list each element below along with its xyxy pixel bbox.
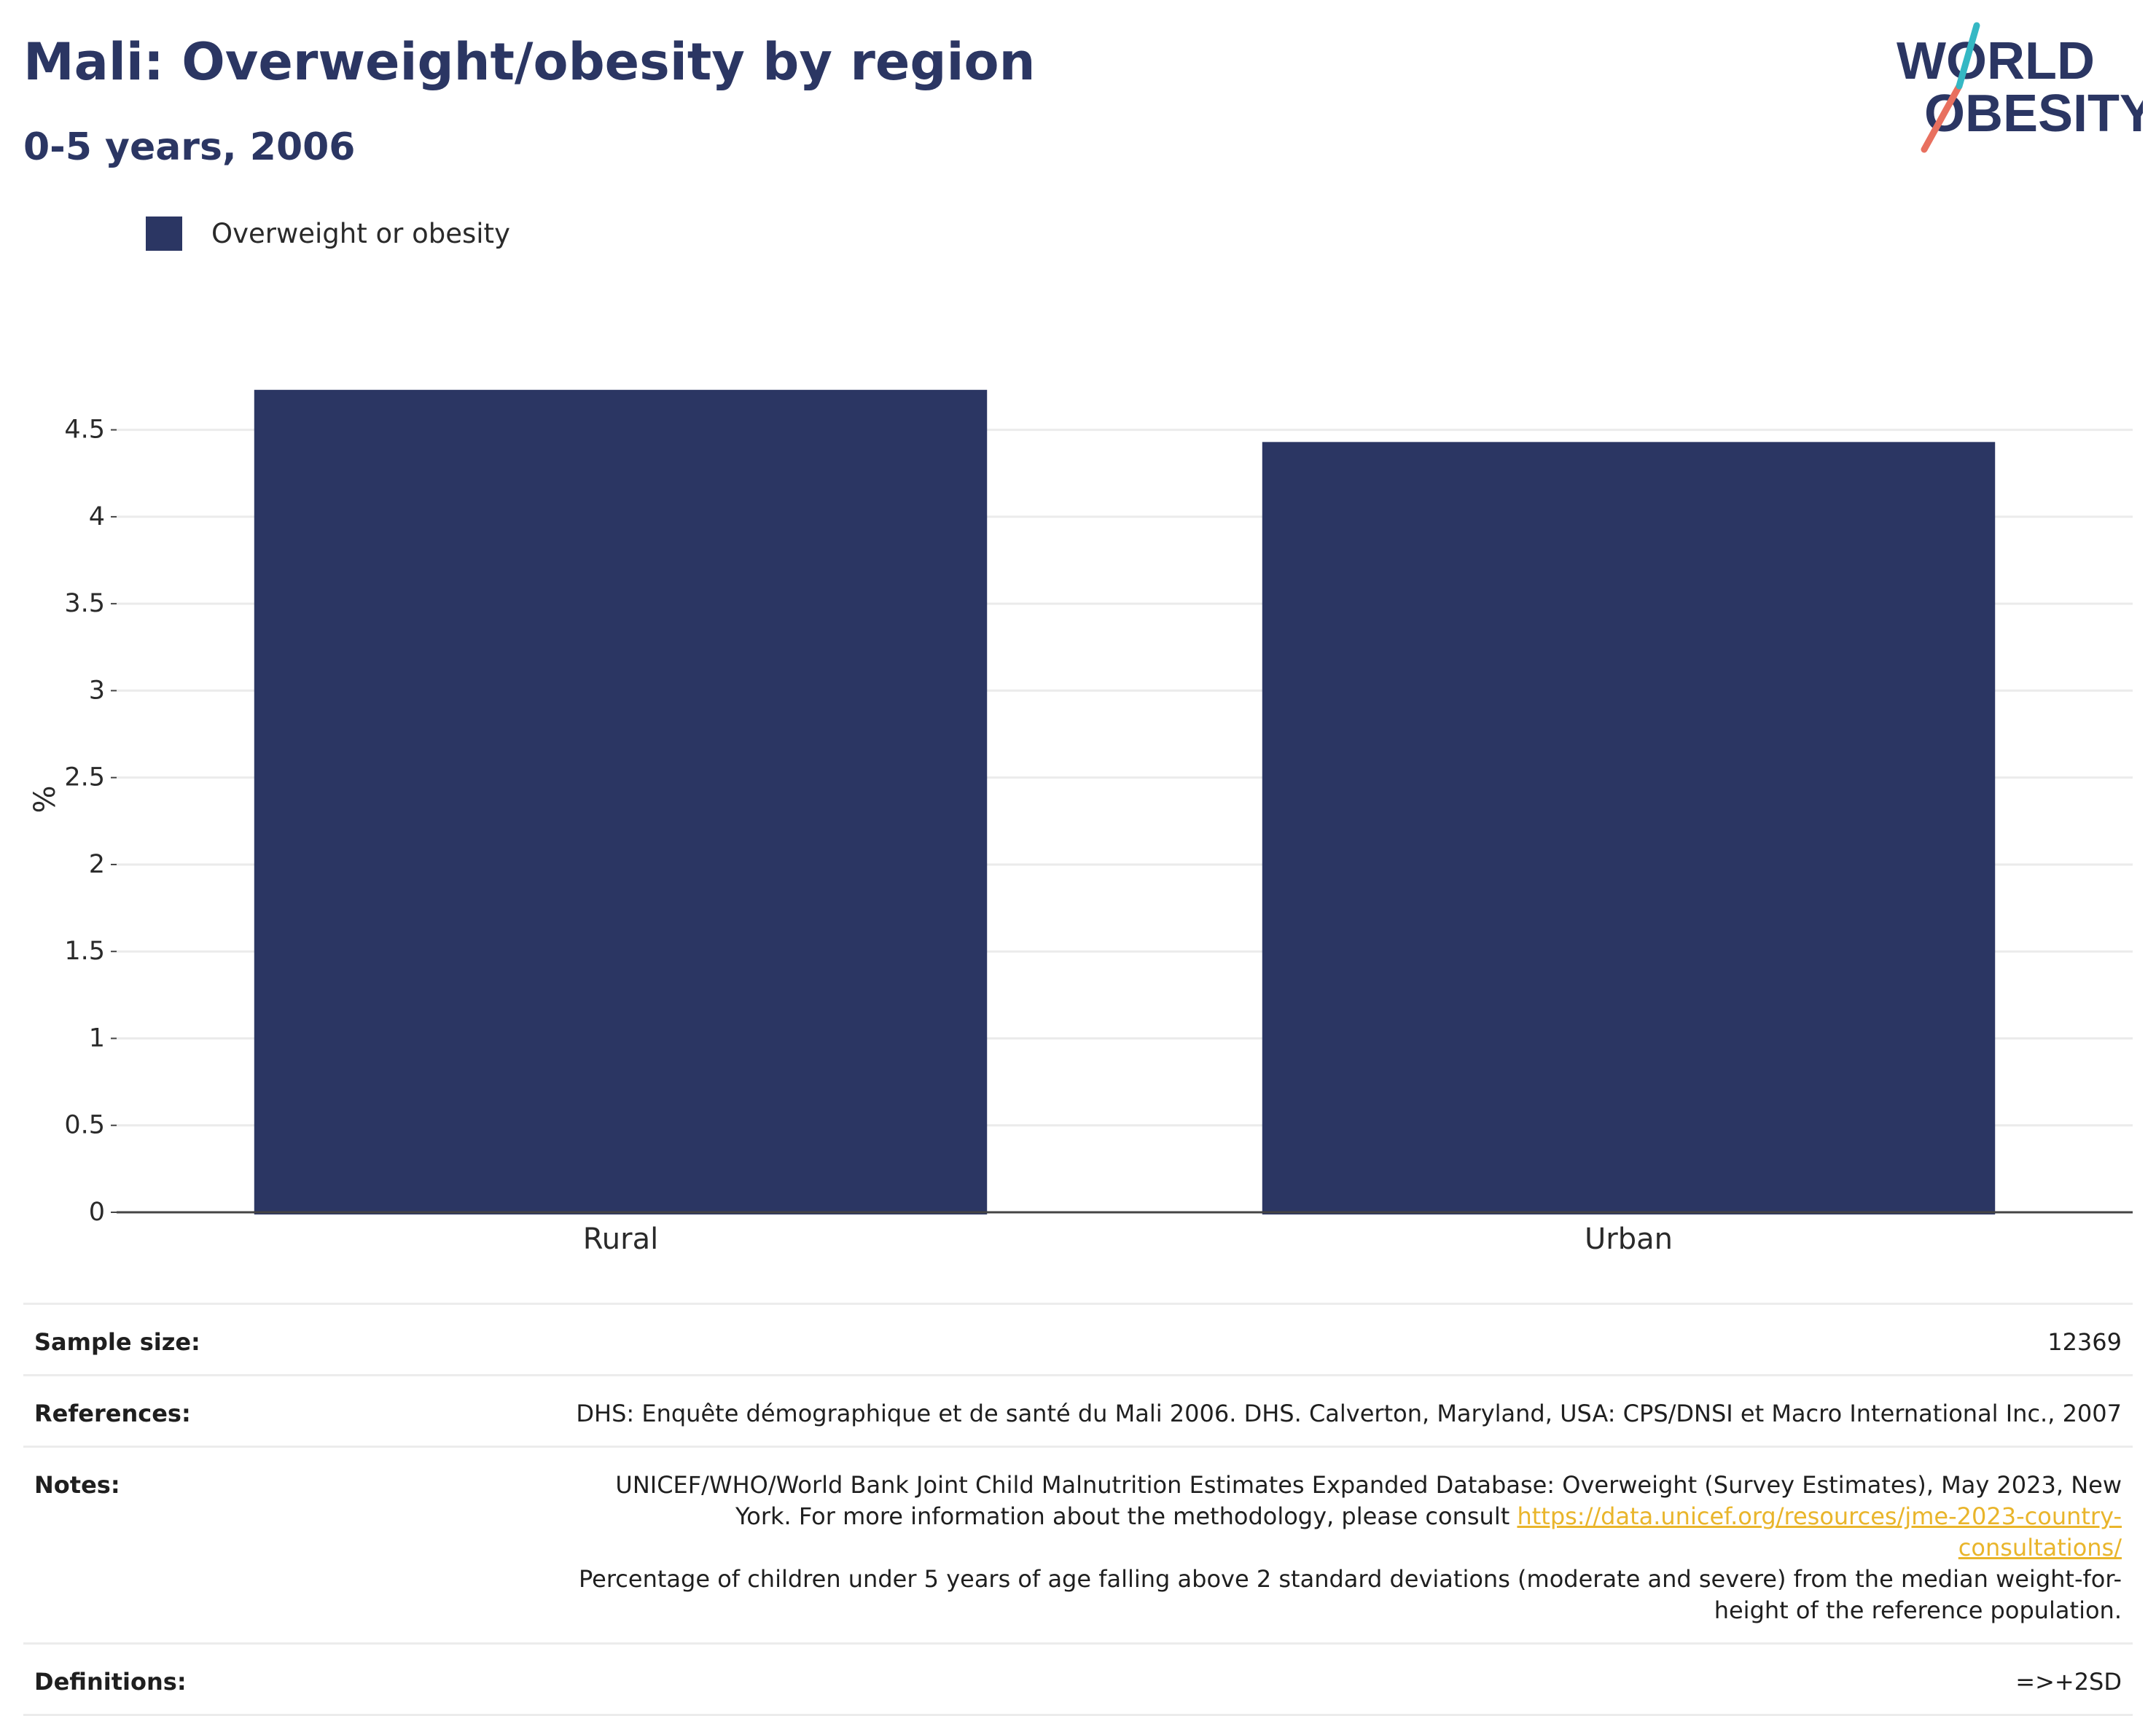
references-label: References: — [34, 1400, 191, 1427]
y-axis-title: % — [28, 785, 62, 813]
logo-slash-coral — [1921, 82, 1963, 153]
y-tick-label: 3 — [89, 676, 105, 705]
y-tick-label: 2.5 — [64, 763, 105, 792]
logo-slash-teal — [1956, 22, 1980, 90]
x-axis-ticks: Rural Urban — [583, 1222, 1673, 1256]
logo-line2: OBESITY — [1924, 85, 2143, 143]
legend: Overweight or obesity — [146, 217, 510, 251]
y-axis-ticks: 0 0.5 1 1.5 2 2.5 3 3.5 4 4.5 — [64, 416, 117, 1227]
logo-line1: WORLD — [1897, 32, 2095, 90]
y-tick-label: 4 — [89, 502, 105, 531]
page-title: Mali: Overweight/obesity by region — [23, 32, 1036, 92]
page-subtitle: 0-5 years, 2006 — [23, 125, 356, 169]
info-row-definitions: Definitions: =>+2SD — [23, 1642, 2133, 1716]
bar-chart: 0 0.5 1 1.5 2 2.5 3 3.5 4 4.5 Rural Urban % — [28, 389, 2133, 1256]
bar-urban — [1262, 442, 1996, 1215]
methodology-link[interactable]: https://data.unicef.org/resources/jme-20… — [1517, 1502, 2122, 1561]
y-tick-label: 2 — [89, 850, 105, 879]
sample-size-label: Sample size: — [34, 1328, 200, 1356]
definitions-label: Definitions: — [34, 1668, 187, 1696]
bar-rural — [254, 389, 988, 1214]
references-value: DHS: Enquête démographique et de santé d… — [576, 1400, 2122, 1427]
bars — [254, 389, 1996, 1215]
notes-value: UNICEF/WHO/World Bank Joint Child Malnut… — [577, 1470, 2122, 1626]
sample-size-value: 12369 — [2047, 1328, 2122, 1356]
notes-label: Notes: — [34, 1471, 120, 1499]
definitions-value: =>+2SD — [2015, 1668, 2122, 1696]
y-tick-label: 3.5 — [64, 589, 105, 618]
notes-text: UNICEF/WHO/World Bank Joint Child Malnut… — [615, 1471, 2122, 1530]
y-tick-label: 1 — [89, 1023, 105, 1053]
y-tick-label: 1.5 — [64, 937, 105, 966]
info-table: Sample size: 12369 References: DHS: Enqu… — [23, 1303, 2133, 1716]
notes-definition-text: Percentage of children under 5 years of … — [579, 1565, 2122, 1624]
y-tick-label: 0 — [89, 1198, 105, 1227]
y-tick-label: 0.5 — [64, 1111, 105, 1140]
x-tick-label: Rural — [583, 1222, 658, 1256]
info-row-notes: Notes: UNICEF/WHO/World Bank Joint Child… — [23, 1446, 2133, 1642]
world-obesity-logo: WORLD OBESITY — [1897, 22, 2143, 153]
legend-label: Overweight or obesity — [211, 218, 510, 249]
info-row-references: References: DHS: Enquête démographique e… — [23, 1374, 2133, 1446]
y-tick-label: 4.5 — [64, 416, 105, 445]
legend-swatch — [146, 217, 182, 251]
info-row-sample-size: Sample size: 12369 — [23, 1303, 2133, 1374]
x-tick-label: Urban — [1585, 1222, 1673, 1256]
